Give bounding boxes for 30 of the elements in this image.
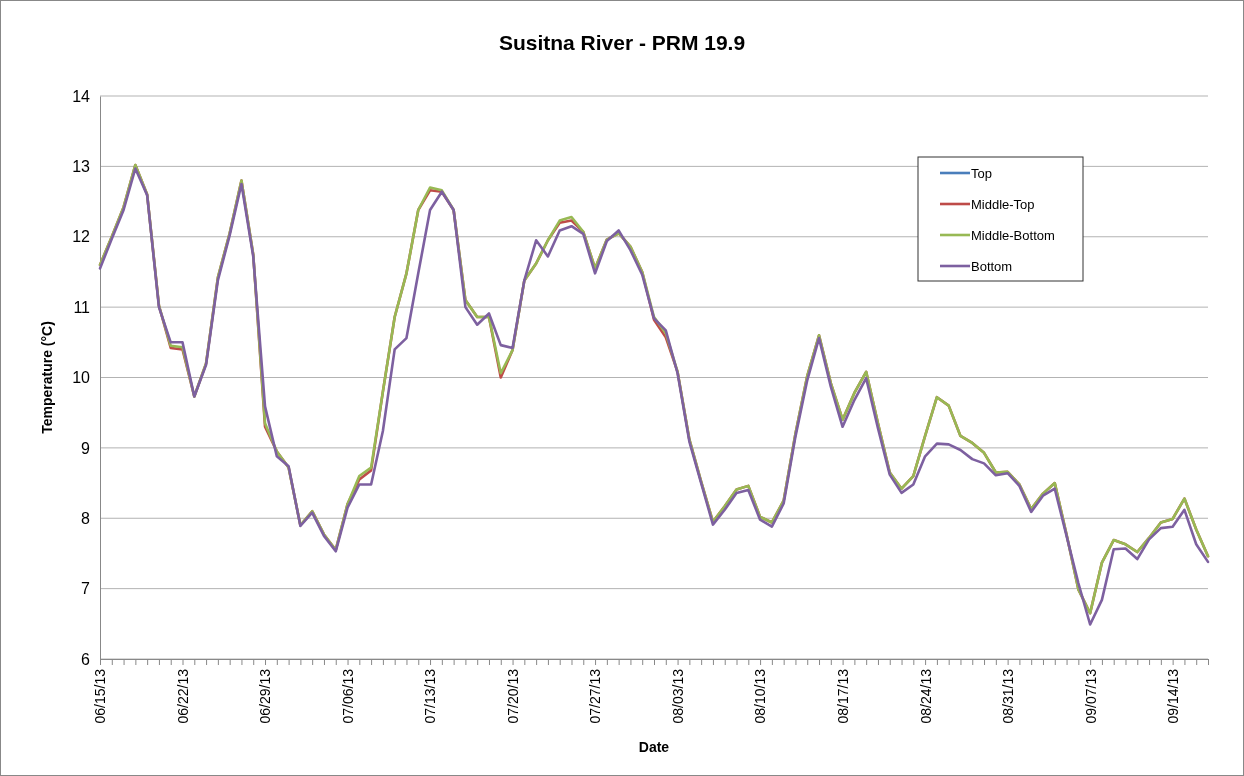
x-tick-label: 08/03/13 (669, 668, 686, 724)
legend-label: Middle-Bottom (971, 228, 1055, 243)
x-tick-label: 08/17/13 (835, 668, 851, 724)
y-tick-label: 11 (73, 298, 91, 316)
y-tick-label: 14 (72, 87, 91, 105)
x-tick-label: 07/13/13 (422, 668, 439, 724)
x-axis-title: Date (638, 739, 670, 755)
x-tick-label: 07/06/13 (339, 668, 356, 724)
legend-label: Bottom (971, 259, 1013, 274)
y-tick-label: 13 (72, 157, 91, 175)
x-tick-label: 08/24/13 (917, 668, 934, 724)
legend-label: Middle-Top (971, 197, 1035, 212)
x-tick-label: 08/10/13 (752, 668, 769, 724)
y-tick-label: 6 (81, 650, 91, 668)
legend-label: Top (971, 166, 992, 181)
x-tick-label: 09/14/13 (1165, 668, 1182, 724)
y-tick-label: 9 (81, 439, 91, 457)
y-axis-title: Temperature (°C) (39, 321, 55, 434)
x-tick-label: 06/22/13 (174, 668, 191, 724)
x-tick-label: 06/15/13 (92, 668, 109, 724)
y-tick-label: 8 (81, 509, 91, 527)
chart-title: Susitna River - PRM 19.9 (498, 31, 746, 54)
x-tick-label: 06/29/13 (257, 668, 274, 724)
x-tick-label: 08/31/13 (1000, 668, 1017, 724)
y-tick-label: 7 (81, 580, 91, 598)
y-tick-label: 10 (72, 369, 91, 387)
x-tick-label: 07/27/13 (587, 668, 604, 724)
x-tick-label: 09/07/13 (1082, 668, 1099, 724)
y-tick-label: 12 (72, 228, 91, 246)
x-tick-label: 07/20/13 (504, 668, 521, 724)
